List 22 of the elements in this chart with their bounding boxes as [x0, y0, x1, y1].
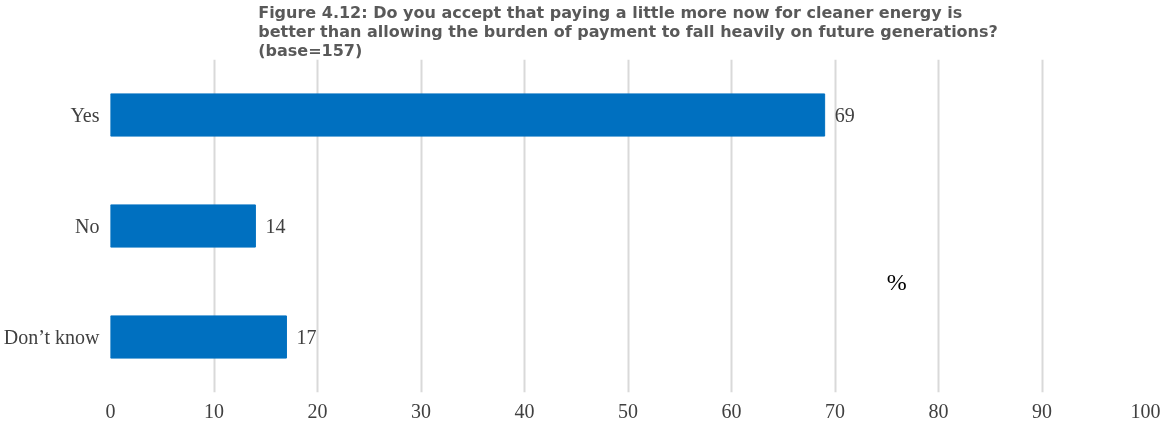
x-tick-label: 60	[721, 399, 742, 422]
x-tick-label: 50	[618, 399, 638, 422]
x-tick-label: 80	[928, 399, 949, 422]
x-tick-label: 70	[825, 399, 845, 422]
data-label: 17	[296, 326, 317, 348]
chart-title: Figure 4.12: Do you accept that paying a little more now for cleaner energy is better than allowing the burden of payment to fall heavily on future generations? (base=157)	[258, 2, 998, 60]
annotation: %	[886, 268, 907, 295]
bar	[110, 204, 256, 248]
x-tick-label: 40	[514, 399, 535, 422]
x-tick-label: 0	[105, 399, 116, 422]
y-tick-label: Yes	[70, 104, 100, 126]
x-tick-label: 30	[411, 399, 431, 422]
x-tick-label: 90	[1032, 399, 1052, 422]
x-tick-label: 10	[204, 399, 224, 422]
y-tick-label: Don’t know	[3, 326, 101, 348]
data-label: 14	[265, 215, 286, 237]
x-tick-label: 100	[1130, 399, 1161, 422]
data-label: 69	[834, 104, 855, 126]
bar	[110, 93, 826, 137]
x-tick-label: 20	[307, 399, 328, 422]
y-tick-label: No	[75, 215, 100, 237]
bar	[110, 315, 287, 359]
